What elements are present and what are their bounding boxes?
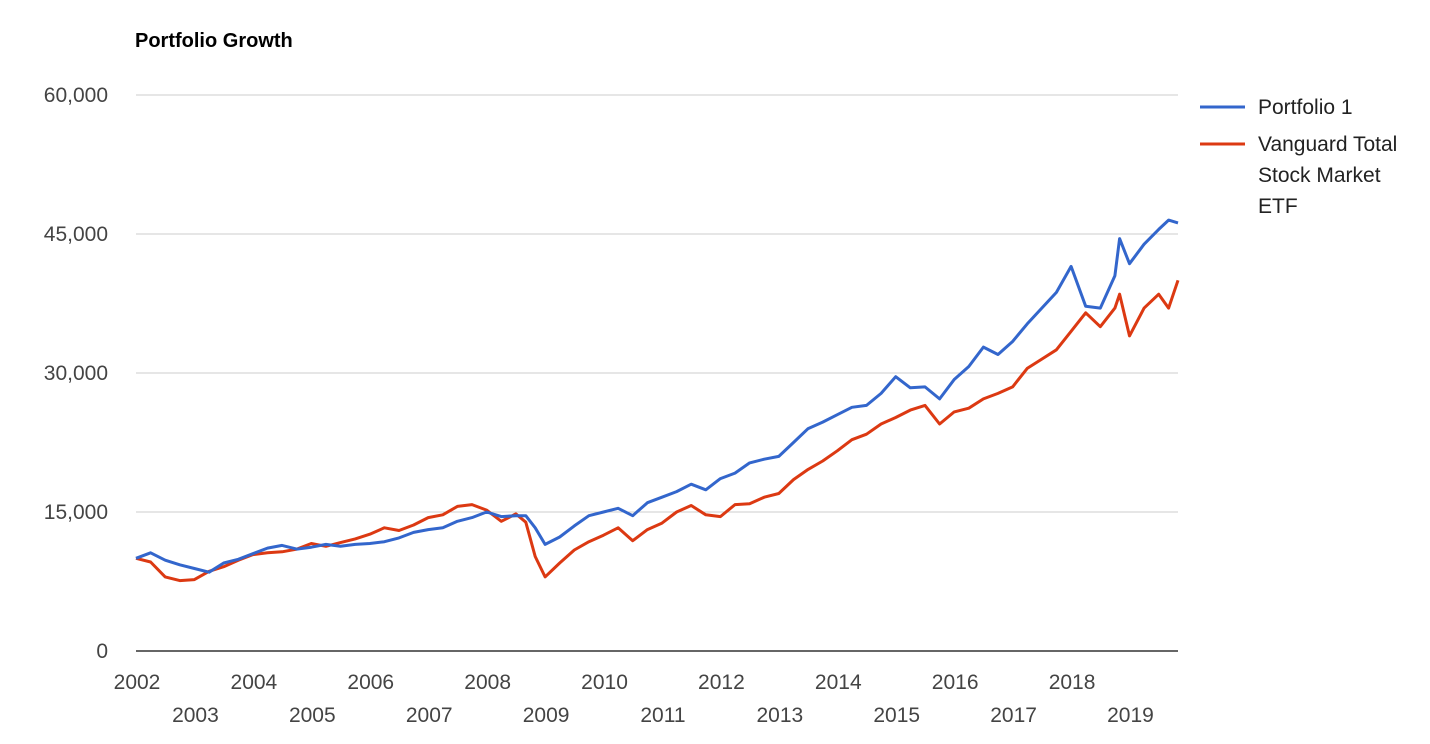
x-tick-label: 2015 xyxy=(873,704,920,727)
y-tick-label: 0 xyxy=(96,640,108,663)
y-tick-label: 15,000 xyxy=(44,501,108,524)
x-tick-label: 2016 xyxy=(932,671,979,694)
series-line-portfolio-1 xyxy=(135,218,1179,574)
x-tick-label: 2014 xyxy=(815,671,862,694)
x-tick-label: 2004 xyxy=(231,671,278,694)
x-tick-label: 2018 xyxy=(1049,671,1096,694)
y-tick-label: 45,000 xyxy=(44,223,108,246)
legend-label: Vanguard Total Stock Market ETF xyxy=(1258,133,1397,218)
x-tick-label: 2011 xyxy=(640,704,685,727)
x-tick-label: 2008 xyxy=(464,671,511,694)
x-tick-label: 2002 xyxy=(114,671,161,694)
gridlines xyxy=(136,94,1178,652)
x-tick-label: 2003 xyxy=(172,704,219,727)
series-line-vanguard-total-stock-market-etf xyxy=(135,279,1180,583)
x-tick-label: 2005 xyxy=(289,704,336,727)
x-tick-label: 2006 xyxy=(347,671,394,694)
x-tick-label: 2019 xyxy=(1107,704,1154,727)
legend-label: Portfolio 1 xyxy=(1258,96,1353,119)
x-tick-label: 2012 xyxy=(698,671,745,694)
x-tick-label: 2017 xyxy=(990,704,1037,727)
chart-title: Portfolio Growth xyxy=(135,30,293,52)
x-tick-label: 2013 xyxy=(756,704,803,727)
x-tick-label: 2010 xyxy=(581,671,628,694)
x-tick-label: 2009 xyxy=(523,704,570,727)
y-tick-label: 60,000 xyxy=(44,84,108,107)
y-tick-label: 30,000 xyxy=(44,362,108,385)
x-axis-tick-labels: 2002 2003 2004 2005 2006 2007 2008 2009 2010 2011… xyxy=(114,671,1154,727)
legend: Portfolio 1 Vanguard Total Stock Market ETF xyxy=(1200,96,1397,218)
x-tick-label: 2007 xyxy=(406,704,453,727)
series-lines xyxy=(135,218,1180,583)
y-axis-tick-labels: 0 15,000 30,000 45,000 60,000 xyxy=(44,84,108,663)
